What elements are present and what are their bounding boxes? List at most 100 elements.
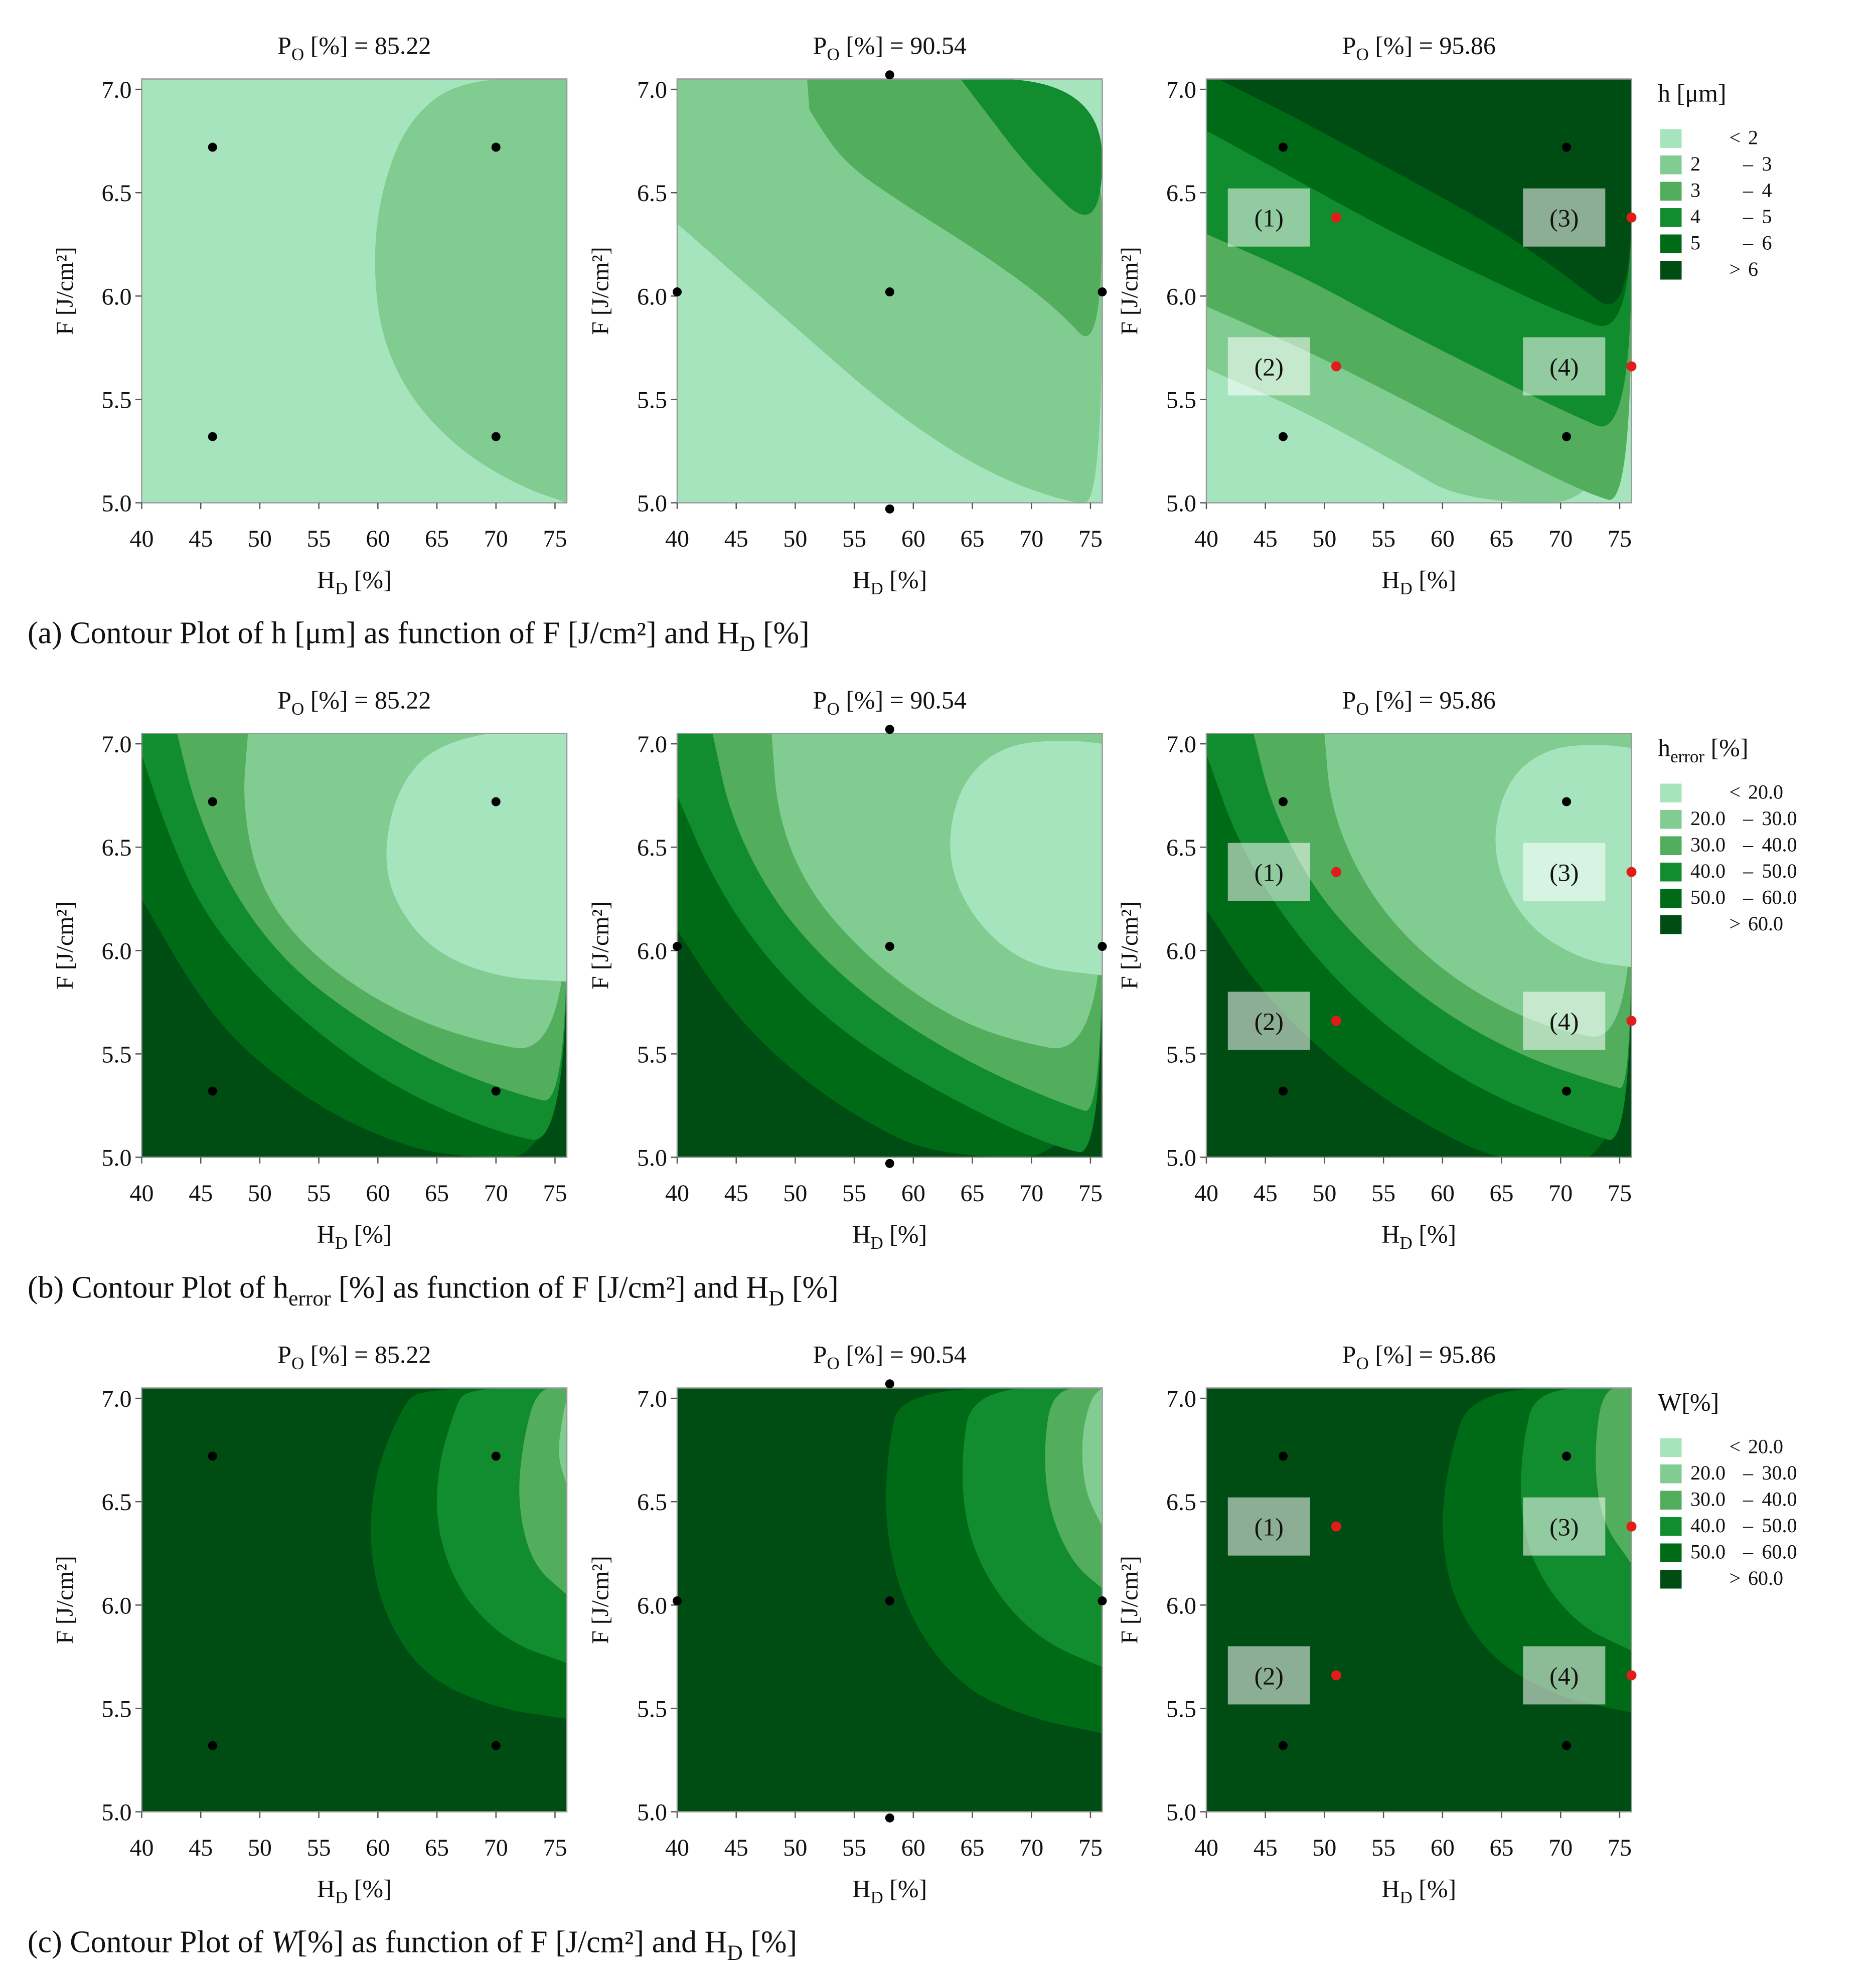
x-tick-label: 50 bbox=[783, 526, 807, 552]
legend-title: W[%] bbox=[1658, 1388, 1719, 1416]
y-tick-label: 5.0 bbox=[637, 1799, 667, 1826]
panel-title: PO [%] = 95.86 bbox=[1342, 686, 1496, 719]
design-point bbox=[491, 1741, 501, 1750]
y-tick-label: 6.0 bbox=[637, 1592, 667, 1619]
y-tick-label: 6.5 bbox=[637, 1489, 667, 1516]
contour-regions bbox=[141, 733, 567, 1158]
legend-title: herror [%] bbox=[1658, 734, 1748, 767]
x-tick-label: 75 bbox=[1608, 526, 1632, 552]
x-tick-label: 75 bbox=[543, 526, 567, 552]
design-point bbox=[885, 942, 894, 951]
design-point bbox=[1562, 1451, 1572, 1461]
y-tick-label: 5.0 bbox=[637, 1145, 667, 1172]
contour-panel: PO [%] = 95.86 40 45 50 55 60 65 70 75 5.0 5.5 6.0 6… bbox=[1117, 686, 1637, 1253]
legend-title-part: h [μm] bbox=[1658, 79, 1727, 107]
x-axis-label-part: [%] bbox=[348, 1220, 391, 1248]
x-tick-label: 75 bbox=[1078, 1835, 1103, 1861]
figure-caption: (c) Contour Plot of W[%] as function of … bbox=[28, 1925, 797, 1965]
panel-title: PO [%] = 90.54 bbox=[813, 686, 967, 719]
x-tick-label: 75 bbox=[543, 1835, 567, 1861]
panel-title-part: O bbox=[1356, 699, 1368, 719]
y-tick-label: 7.0 bbox=[102, 731, 132, 758]
legend-swatch bbox=[1660, 155, 1682, 175]
x-axis-label-part: [%] bbox=[883, 566, 927, 594]
y-tick-label: 5.5 bbox=[637, 1041, 667, 1068]
contour-panel: PO [%] = 90.54 40 45 50 55 60 65 70 75 5.0 5.5 6.0 6… bbox=[587, 32, 1107, 599]
design-point bbox=[1562, 797, 1572, 806]
y-tick-label: 5.0 bbox=[1166, 490, 1196, 517]
x-tick-label: 60 bbox=[1431, 526, 1455, 552]
annotation-label: (4) bbox=[1549, 1662, 1579, 1690]
panel-title-part: O bbox=[827, 699, 839, 719]
y-tick-label: 5.5 bbox=[1166, 1041, 1196, 1068]
legend-value: 6 bbox=[1762, 232, 1772, 254]
y-tick-label: 6.0 bbox=[1166, 1592, 1196, 1619]
x-axis-label-part: D bbox=[870, 1233, 883, 1253]
x-tick-label: 55 bbox=[1371, 526, 1395, 552]
design-point bbox=[885, 1379, 894, 1389]
x-axis-label-part: H bbox=[852, 566, 870, 594]
legend-value: 6 bbox=[1748, 258, 1758, 280]
figure-caption-part: D bbox=[727, 1941, 742, 1965]
y-tick-label: 5.0 bbox=[637, 490, 667, 517]
legend-value: 5 bbox=[1762, 205, 1772, 228]
legend-value: 50.0 bbox=[1690, 886, 1726, 909]
design-point bbox=[208, 797, 217, 806]
y-tick-label: 6.5 bbox=[637, 835, 667, 861]
panel-title-part: O bbox=[291, 45, 304, 64]
x-tick-label: 70 bbox=[484, 1835, 508, 1861]
figure-caption-part: (b) Contour Plot of h bbox=[28, 1271, 288, 1305]
legend-dash: – bbox=[1743, 179, 1754, 202]
design-point bbox=[1279, 432, 1288, 441]
y-axis-label: F [J/cm²] bbox=[52, 247, 78, 335]
contour-band bbox=[1082, 1388, 1103, 1527]
legend-swatch bbox=[1660, 1464, 1682, 1484]
optimum-point bbox=[1626, 212, 1637, 223]
x-tick-label: 60 bbox=[366, 1180, 390, 1207]
x-tick-label: 55 bbox=[842, 526, 866, 552]
x-tick-label: 40 bbox=[130, 1180, 154, 1207]
y-tick-label: 5.5 bbox=[102, 1041, 132, 1068]
design-point bbox=[885, 1813, 894, 1823]
x-tick-label: 50 bbox=[248, 1835, 272, 1861]
panel-title-part: O bbox=[1356, 1354, 1368, 1373]
x-tick-label: 70 bbox=[1548, 1835, 1573, 1861]
x-tick-label: 40 bbox=[665, 1180, 689, 1207]
contour-panel: PO [%] = 85.22 40 45 50 55 60 65 70 75 5.0 5.5 6.0 6… bbox=[52, 32, 568, 598]
figure-caption-part: (c) Contour Plot of bbox=[28, 1925, 271, 1959]
x-tick-label: 70 bbox=[1019, 1835, 1043, 1861]
x-tick-label: 40 bbox=[1194, 1180, 1218, 1207]
x-axis-label-part: H bbox=[852, 1875, 870, 1903]
legend-value: 20.0 bbox=[1690, 807, 1726, 830]
panel-title-part: [%] = 90.54 bbox=[840, 686, 967, 714]
legend-dash: – bbox=[1743, 886, 1754, 909]
x-axis-label-part: [%] bbox=[883, 1875, 927, 1903]
y-tick-label: 6.5 bbox=[1166, 180, 1196, 207]
panel-title-part: [%] = 95.86 bbox=[1369, 686, 1496, 714]
legend-dash: – bbox=[1743, 232, 1754, 254]
design-point bbox=[491, 797, 501, 806]
contour-panel: PO [%] = 90.54 40 45 50 55 60 65 70 75 5.0 5.5 6.0 6… bbox=[587, 686, 1107, 1253]
x-tick-label: 75 bbox=[1078, 526, 1103, 552]
legend-swatch bbox=[1660, 234, 1682, 253]
y-tick-label: 5.5 bbox=[102, 387, 132, 413]
y-tick-label: 6.0 bbox=[102, 283, 132, 310]
legend-value: 20.0 bbox=[1690, 1461, 1726, 1484]
x-axis-label: HD [%] bbox=[1381, 1220, 1456, 1253]
x-tick-label: 40 bbox=[130, 1835, 154, 1861]
x-tick-label: 50 bbox=[1312, 526, 1336, 552]
x-axis-label: HD [%] bbox=[852, 566, 927, 599]
panel-title-part: [%] = 85.22 bbox=[304, 1341, 431, 1369]
legend-swatch bbox=[1660, 182, 1682, 201]
legend-swatch bbox=[1660, 1491, 1682, 1510]
legend-value: 5 bbox=[1690, 232, 1700, 254]
x-tick-label: 40 bbox=[130, 526, 154, 552]
figure-caption-part: error bbox=[288, 1286, 331, 1310]
y-tick-label: 7.0 bbox=[102, 1386, 132, 1412]
legend-value: 4 bbox=[1762, 179, 1772, 202]
legend-value: 40.0 bbox=[1762, 834, 1797, 856]
x-tick-label: 50 bbox=[783, 1180, 807, 1207]
legend-title-part: W[%] bbox=[1658, 1388, 1719, 1416]
